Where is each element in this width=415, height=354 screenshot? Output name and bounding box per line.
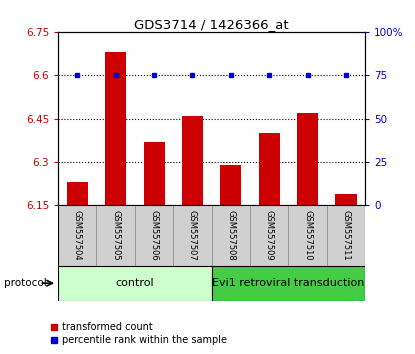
Bar <box>144 142 165 205</box>
Bar <box>335 194 356 205</box>
Title: GDS3714 / 1426366_at: GDS3714 / 1426366_at <box>134 18 289 31</box>
Bar <box>327 205 365 266</box>
Bar <box>182 116 203 205</box>
Text: GSM557508: GSM557508 <box>226 210 235 261</box>
Text: GSM557510: GSM557510 <box>303 210 312 261</box>
Text: GSM557507: GSM557507 <box>188 210 197 261</box>
Bar <box>96 205 135 266</box>
Bar <box>259 133 280 205</box>
Bar <box>58 205 96 266</box>
Bar <box>297 113 318 205</box>
Bar <box>212 205 250 266</box>
Bar <box>220 165 242 205</box>
Bar <box>67 182 88 205</box>
Text: control: control <box>115 278 154 288</box>
Text: GSM557504: GSM557504 <box>73 210 82 261</box>
Bar <box>105 52 126 205</box>
Text: Evi1 retroviral transduction: Evi1 retroviral transduction <box>212 278 365 288</box>
Text: GSM557511: GSM557511 <box>342 210 351 261</box>
Bar <box>135 205 173 266</box>
Bar <box>250 205 288 266</box>
Bar <box>173 205 212 266</box>
Text: GSM557505: GSM557505 <box>111 210 120 261</box>
Text: protocol: protocol <box>4 278 47 288</box>
Text: GSM557509: GSM557509 <box>265 210 274 261</box>
Bar <box>212 266 365 301</box>
Legend: transformed count, percentile rank within the sample: transformed count, percentile rank withi… <box>46 319 231 349</box>
Bar <box>288 205 327 266</box>
Text: GSM557506: GSM557506 <box>149 210 159 261</box>
Bar <box>58 266 212 301</box>
